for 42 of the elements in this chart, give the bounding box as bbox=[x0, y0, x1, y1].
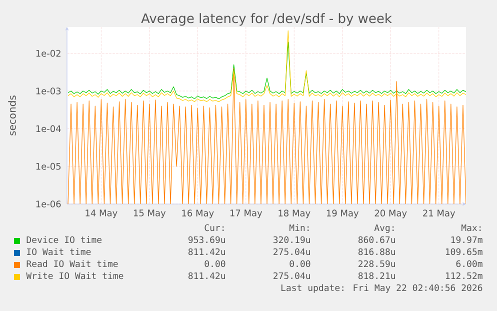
text: 860.67u bbox=[358, 236, 396, 244]
legend-label: Read IO Wait time bbox=[26, 260, 118, 268]
text: 811.42u bbox=[188, 272, 226, 280]
x-tick-label: 16 May bbox=[182, 210, 214, 218]
text: 811.42u bbox=[188, 248, 226, 256]
x-tick-label: 20 May bbox=[374, 210, 407, 218]
line-series bbox=[68, 30, 466, 102]
text: 320.19u bbox=[273, 236, 310, 244]
text: Last update: Fri May 22 02:40:56 2026 bbox=[281, 284, 482, 293]
text: Max: bbox=[462, 224, 481, 232]
text: 6.00m bbox=[456, 260, 482, 268]
text: Min: bbox=[290, 224, 309, 231]
text: 816.88u bbox=[358, 248, 396, 256]
text: 228.59u bbox=[358, 260, 396, 268]
text: 275.04u bbox=[274, 272, 310, 280]
y-axis-title: seconds bbox=[8, 96, 16, 136]
legend-label: Device IO time bbox=[26, 236, 102, 244]
legend-label: Write IO Wait time bbox=[26, 272, 124, 280]
y-tick-label: 1e-02 bbox=[36, 50, 60, 57]
text: Avg: bbox=[374, 224, 394, 233]
x-tick-label: 15 May bbox=[134, 210, 166, 218]
text: 109.65m bbox=[446, 248, 482, 256]
text: 0.00 bbox=[290, 260, 310, 268]
y-tick-label: 1e-04 bbox=[36, 125, 61, 132]
legend-label: IO Wait time bbox=[27, 248, 91, 256]
chart-title: Average latency for /dev/sdf - by week bbox=[141, 13, 392, 26]
text: 275.04u bbox=[274, 248, 310, 256]
y-tick-label: 1e-06 bbox=[36, 200, 61, 208]
x-tick-label: 18 May bbox=[278, 210, 310, 218]
x-tick-label: 19 May bbox=[326, 210, 359, 218]
y-tick-label: 1e-05 bbox=[36, 162, 61, 170]
text: 19.97m bbox=[451, 236, 482, 244]
x-tick-label: 21 May bbox=[423, 210, 456, 218]
text: Cur: bbox=[204, 224, 224, 232]
text: 818.21u bbox=[358, 272, 396, 280]
text: 112.52m bbox=[446, 272, 482, 280]
x-tick-label: 14 May bbox=[86, 210, 118, 218]
line-series bbox=[68, 42, 466, 100]
y-tick-label: 1e-03 bbox=[36, 88, 61, 94]
x-tick-label: 17 May bbox=[230, 210, 262, 218]
text: 953.69u bbox=[188, 236, 226, 244]
text: 0.00 bbox=[204, 260, 226, 268]
